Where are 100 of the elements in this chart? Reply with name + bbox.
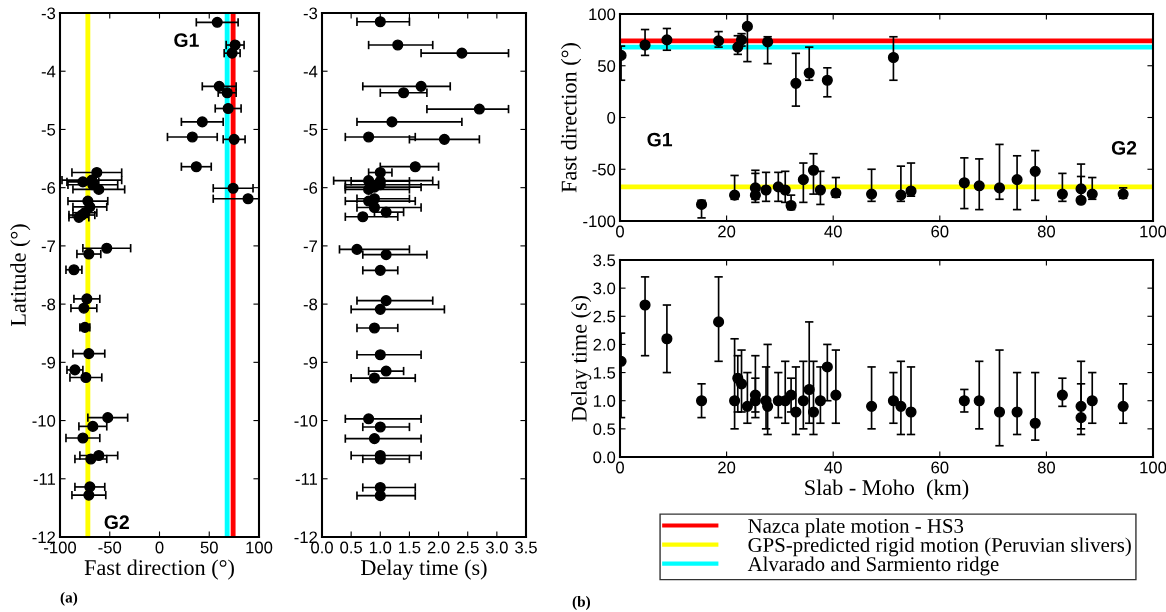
point <box>713 316 725 328</box>
point <box>380 206 392 218</box>
x-tick-label: 50 <box>200 541 218 554</box>
point <box>380 249 392 261</box>
x-tick-label: 100 <box>1140 225 1166 238</box>
point <box>1075 400 1087 412</box>
x-tick-label: 20 <box>718 225 736 238</box>
point <box>456 47 468 59</box>
point <box>357 211 369 223</box>
point <box>1056 188 1068 200</box>
x-tick-label: 0.0 <box>311 541 333 554</box>
point <box>77 432 89 444</box>
y-tick-label: 0.5 <box>593 423 616 436</box>
point <box>83 489 95 501</box>
y-tick-label: -5 <box>303 124 318 136</box>
y-tick-label: -8 <box>41 298 56 311</box>
point <box>368 433 381 445</box>
x-tick-label: 100 <box>1140 461 1166 474</box>
point <box>93 183 105 195</box>
y-tick-label: -4 <box>41 65 56 78</box>
point <box>227 182 239 194</box>
point <box>905 185 917 197</box>
point <box>363 131 375 143</box>
point <box>242 193 254 205</box>
point <box>993 406 1006 418</box>
y-tick-label: -9 <box>41 356 56 369</box>
point <box>713 35 725 47</box>
y-tick-label: 2.5 <box>593 310 616 323</box>
point <box>374 303 386 315</box>
x-tick-label: 2.0 <box>427 541 450 554</box>
x-axis-title: Slab - Moho (km) <box>805 479 969 500</box>
point <box>729 395 741 407</box>
annotation: G1 <box>647 132 673 147</box>
point <box>222 102 234 115</box>
x-tick-label: 60 <box>931 225 949 238</box>
point <box>639 39 651 51</box>
y-tick-label: 3.0 <box>593 282 616 295</box>
point <box>735 378 748 390</box>
point <box>807 164 820 176</box>
y-axis-title: Delay time (s) <box>571 295 592 422</box>
point <box>196 116 208 128</box>
point <box>993 182 1006 194</box>
point <box>895 189 907 201</box>
x-tick-label: 0 <box>155 541 164 554</box>
legend-label: Alvarado and Sarmiento ridge <box>747 556 999 576</box>
point <box>1011 174 1023 186</box>
point <box>1075 412 1087 424</box>
point <box>814 395 826 407</box>
point <box>83 248 95 260</box>
x-tick-label: 20 <box>718 461 736 474</box>
point <box>1117 400 1129 412</box>
point <box>958 177 970 189</box>
point <box>363 413 375 425</box>
point <box>228 133 240 145</box>
y-tick-label: -9 <box>303 356 318 369</box>
point <box>661 34 673 46</box>
y-tick-label: -10 <box>294 414 318 427</box>
point <box>790 77 802 89</box>
y-tick-label: -11 <box>33 473 56 485</box>
point <box>695 395 708 407</box>
point <box>368 322 381 334</box>
point <box>101 242 113 254</box>
y-tick-label: -10 <box>32 414 56 427</box>
point <box>973 395 985 407</box>
point <box>374 421 386 433</box>
point <box>80 371 92 384</box>
y-tick-label: -12 <box>294 531 317 544</box>
point <box>386 116 398 128</box>
point <box>905 406 917 418</box>
x-tick-label: 2.5 <box>456 541 479 554</box>
point <box>821 361 833 373</box>
point <box>695 198 708 210</box>
point <box>895 400 907 412</box>
point <box>78 302 90 314</box>
x-axis-title: Fast direction (°) <box>84 559 234 580</box>
point <box>213 80 225 92</box>
point <box>866 188 878 200</box>
x-tick-label: 1.0 <box>369 541 392 554</box>
point <box>211 16 223 28</box>
x-tick-label: 0.5 <box>340 541 363 554</box>
x-tick-label: 40 <box>824 225 842 238</box>
annotation: G1 <box>174 33 199 48</box>
y-tick-label: 50 <box>597 60 616 72</box>
point <box>785 389 797 401</box>
point <box>1029 417 1041 429</box>
y-tick-label: -50 <box>592 163 616 176</box>
point <box>887 51 899 64</box>
y-tick-label: 1.5 <box>593 367 616 379</box>
point <box>1086 188 1098 200</box>
point <box>807 406 820 418</box>
y-tick-label: 0.0 <box>593 451 616 464</box>
point <box>374 490 386 502</box>
point <box>392 39 404 51</box>
point <box>351 243 363 255</box>
point <box>374 264 386 276</box>
x-tick-label: -50 <box>98 541 122 554</box>
point <box>785 199 797 212</box>
y-tick-label: 100 <box>589 8 616 21</box>
point <box>374 349 386 361</box>
point <box>729 189 741 201</box>
